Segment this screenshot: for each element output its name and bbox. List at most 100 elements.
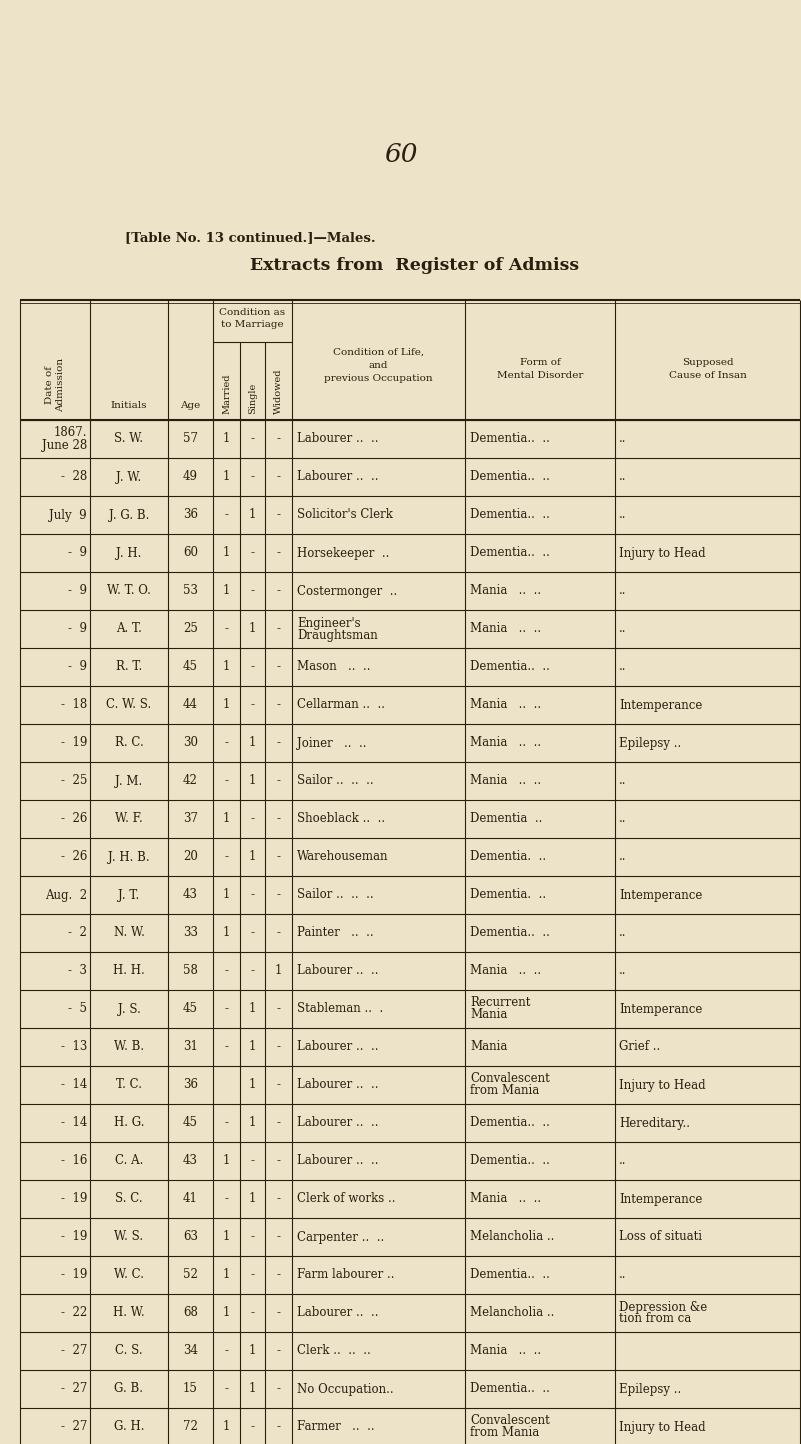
Text: R. C.: R. C. xyxy=(115,736,143,749)
Text: A. T.: A. T. xyxy=(116,622,142,635)
Text: -: - xyxy=(276,1193,280,1206)
Text: -: - xyxy=(251,546,255,559)
Text: G. H.: G. H. xyxy=(114,1421,144,1434)
Text: Hereditary..: Hereditary.. xyxy=(619,1116,690,1129)
Text: 57: 57 xyxy=(183,433,198,446)
Text: ..: .. xyxy=(619,585,626,598)
Text: Mania: Mania xyxy=(470,1008,507,1021)
Text: -: - xyxy=(251,660,255,673)
Text: Condition as: Condition as xyxy=(219,308,286,318)
Text: Intemperance: Intemperance xyxy=(619,888,702,901)
Text: Date of
Admission: Date of Admission xyxy=(46,358,65,412)
Text: tion from ca: tion from ca xyxy=(619,1313,691,1326)
Text: 15: 15 xyxy=(183,1382,198,1395)
Text: -  9: - 9 xyxy=(68,622,87,635)
Text: -: - xyxy=(224,851,228,864)
Text: ..: .. xyxy=(619,1268,626,1281)
Text: J. H.: J. H. xyxy=(116,546,142,559)
Text: Labourer ..  ..: Labourer .. .. xyxy=(297,1041,379,1054)
Text: -: - xyxy=(276,813,280,826)
Text: 58: 58 xyxy=(183,965,198,978)
Text: Mason   ..  ..: Mason .. .. xyxy=(297,660,371,673)
Text: -  3: - 3 xyxy=(68,965,87,978)
Text: C. S.: C. S. xyxy=(115,1344,143,1357)
Text: Age: Age xyxy=(180,401,200,410)
Text: Cellarman ..  ..: Cellarman .. .. xyxy=(297,699,385,712)
Text: -: - xyxy=(276,660,280,673)
Text: -: - xyxy=(251,585,255,598)
Text: -: - xyxy=(251,1307,255,1320)
Text: Melancholia ..: Melancholia .. xyxy=(470,1230,554,1243)
Text: -: - xyxy=(276,1382,280,1395)
Text: -  9: - 9 xyxy=(68,546,87,559)
Text: Mania   ..  ..: Mania .. .. xyxy=(470,1344,541,1357)
Text: Dementia..  ..: Dementia.. .. xyxy=(470,1116,549,1129)
Text: 1: 1 xyxy=(249,1002,256,1015)
Text: ..: .. xyxy=(619,813,626,826)
Text: -: - xyxy=(276,736,280,749)
Text: 1: 1 xyxy=(249,736,256,749)
Text: 37: 37 xyxy=(183,813,198,826)
Text: -: - xyxy=(224,774,228,787)
Text: 68: 68 xyxy=(183,1307,198,1320)
Text: -: - xyxy=(276,433,280,446)
Text: Mania   ..  ..: Mania .. .. xyxy=(470,736,541,749)
Text: 1: 1 xyxy=(249,1344,256,1357)
Text: Loss of situati: Loss of situati xyxy=(619,1230,702,1243)
Text: Intemperance: Intemperance xyxy=(619,699,702,712)
Text: Injury to Head: Injury to Head xyxy=(619,546,706,559)
Text: 31: 31 xyxy=(183,1041,198,1054)
Text: 1: 1 xyxy=(249,851,256,864)
Text: G. B.: G. B. xyxy=(115,1382,143,1395)
Text: C. A.: C. A. xyxy=(115,1155,143,1168)
Text: from Mania: from Mania xyxy=(470,1427,539,1440)
Text: -  22: - 22 xyxy=(61,1307,87,1320)
Text: -: - xyxy=(251,1421,255,1434)
Text: Dementia.  ..: Dementia. .. xyxy=(470,851,546,864)
Text: -  14: - 14 xyxy=(61,1116,87,1129)
Text: Injury to Head: Injury to Head xyxy=(619,1421,706,1434)
Text: -: - xyxy=(224,965,228,978)
Text: -: - xyxy=(224,736,228,749)
Text: -: - xyxy=(276,774,280,787)
Text: Labourer ..  ..: Labourer .. .. xyxy=(297,1116,379,1129)
Text: 53: 53 xyxy=(183,585,198,598)
Text: 36: 36 xyxy=(183,1079,198,1092)
Text: -: - xyxy=(276,699,280,712)
Text: Mania   ..  ..: Mania .. .. xyxy=(470,1193,541,1206)
Text: ..: .. xyxy=(619,927,626,940)
Text: 45: 45 xyxy=(183,660,198,673)
Text: J. G. B.: J. G. B. xyxy=(109,508,149,521)
Text: -: - xyxy=(276,471,280,484)
Text: Single: Single xyxy=(248,383,257,414)
Text: -  19: - 19 xyxy=(61,736,87,749)
Text: ..: .. xyxy=(619,1155,626,1168)
Text: -: - xyxy=(251,888,255,901)
Text: Injury to Head: Injury to Head xyxy=(619,1079,706,1092)
Text: 20: 20 xyxy=(183,851,198,864)
Text: Sailor ..  ..  ..: Sailor .. .. .. xyxy=(297,888,373,901)
Text: -: - xyxy=(224,1382,228,1395)
Text: J. M.: J. M. xyxy=(115,774,143,787)
Text: 1: 1 xyxy=(249,1079,256,1092)
Text: Widowed: Widowed xyxy=(274,368,283,414)
Text: Warehouseman: Warehouseman xyxy=(297,851,388,864)
Text: -: - xyxy=(276,622,280,635)
Text: Dementia..  ..: Dementia.. .. xyxy=(470,471,549,484)
Text: -: - xyxy=(251,1268,255,1281)
Text: 1: 1 xyxy=(275,965,282,978)
Text: -  16: - 16 xyxy=(61,1155,87,1168)
Text: W. C.: W. C. xyxy=(114,1268,144,1281)
Text: 1: 1 xyxy=(223,1307,230,1320)
Text: -: - xyxy=(251,471,255,484)
Text: -  2: - 2 xyxy=(68,927,87,940)
Text: -: - xyxy=(276,546,280,559)
Text: Labourer ..  ..: Labourer .. .. xyxy=(297,1079,379,1092)
Text: 1: 1 xyxy=(249,774,256,787)
Text: -  9: - 9 xyxy=(68,585,87,598)
Text: Supposed: Supposed xyxy=(682,358,733,367)
Text: -: - xyxy=(251,1230,255,1243)
Text: Dementia.  ..: Dementia. .. xyxy=(470,888,546,901)
Text: -: - xyxy=(276,1116,280,1129)
Text: 1: 1 xyxy=(249,1116,256,1129)
